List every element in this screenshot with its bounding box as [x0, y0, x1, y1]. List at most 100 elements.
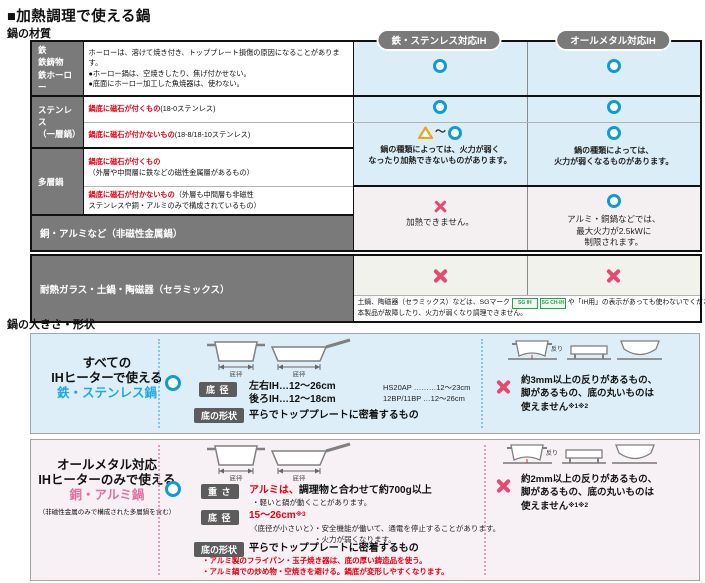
- panel2-diameter-spec: 15～26cm※3: [249, 510, 306, 521]
- row-desc-iron: ホーローは、溶けて焼き付き、トッププレート損傷の原因になることがあります。 ●ホ…: [83, 41, 354, 98]
- panel2-diameter-cond: 〈底径が小さいと〉: [250, 524, 318, 533]
- svg-text:反り: 反り: [551, 345, 563, 353]
- dotted-separator: [158, 339, 160, 428]
- triangle-to-circle-mark: ～: [418, 125, 462, 140]
- table-row: 鍋底に磁石が付かないもの（外層も中間層も非磁性 ステンレスや銅・アルミのみで構成…: [31, 186, 701, 252]
- caution-allmetal-note: 鍋の種類によっては、 火力が弱くなるものがあります。: [554, 145, 674, 166]
- panel2-shape-notes: ・アルミ製のフライパン・玉子焼き器は、底の厚い鋳造品を使う。 ・アルミ鍋での炒め…: [202, 556, 449, 576]
- cross-ng-icon: [605, 267, 622, 284]
- row-desc-multilayer-nonmagnetic: 鍋底に磁石が付かないもの（外層も中間層も非磁性 ステンレスや銅・アルミのみで構成…: [83, 186, 354, 217]
- column-header-iron-stainless-ih: 鉄・ステンレス対応IH: [378, 31, 500, 49]
- size-heading: 鍋の大きさ・形状: [7, 319, 95, 331]
- circle-ok-icon: [606, 194, 621, 209]
- svg-text:底径: 底径: [293, 474, 307, 482]
- panel1-diameter-models: HS20AP ………12～23cm 12BP/11BP …12～26cm: [383, 383, 471, 403]
- pot-icon: 底径: [207, 341, 265, 378]
- bottom-diameter-badge: 底 径: [201, 510, 239, 525]
- ceramic-footnote-line1: 土鍋、陶磁器（セラミックス）などは、SGマーク SG IH SG CH-IH や…: [358, 297, 705, 309]
- panel2-diameter-notes: ・安全機能が働いて、通電を停止することがあります。 ・火力が弱くなります。: [314, 524, 501, 544]
- panel1-shape-spec: 平らでトッププレートに密着するもの: [249, 410, 419, 421]
- panel2-shape-spec: 平らでトッププレートに密着するもの: [249, 543, 419, 554]
- dotted-separator: [484, 445, 486, 575]
- ceramic-footnote-line2: 本製品が故障したり、火力が弱くなり調理できません。: [357, 309, 527, 317]
- table-row: 鉄 鉄鋳物 鉄ホーロー ホーローは、溶けて焼き付き、トッププレート損傷の原因にな…: [31, 41, 701, 98]
- row-desc-stainless-magnetic: 鍋底に磁石が付くもの(18-0ステンレス): [83, 96, 354, 123]
- weight-badge: 重 さ: [201, 484, 239, 499]
- cell-ng-allmetal: アルミ・銅鍋などでは、 最大火力が2.5kWに 制限されます。: [527, 186, 701, 252]
- material-table: 鉄 鉄鋳物 鉄ホーロー ホーローは、溶けて焼き付き、トッププレート損傷の原因にな…: [30, 40, 702, 253]
- material-table-area: 鉄・ステンレス対応IH オールメタル対応IH 鉄 鉄鋳物 鉄ホーロー ホーローは…: [30, 31, 705, 324]
- cross-ng-icon: [495, 378, 512, 395]
- table-row: ステンレス （一層鍋） 鍋底に磁石が付くもの(18-0ステンレス): [31, 96, 701, 150]
- cross-ng-icon: [495, 477, 512, 494]
- table-row: 銅・アルミなど（非磁性金属鍋）: [31, 215, 701, 252]
- caution-ih-note: 鍋の種類によっては、火力が弱く なったり加熱できないものがあります。: [368, 145, 512, 166]
- cross-ng-icon: [432, 267, 449, 284]
- sg-mark-ih-icon: SG IH: [511, 297, 538, 309]
- ng-pots-icons: 反り: [503, 444, 657, 464]
- panel2-subnote: （非磁性金属のみで構成された多層鍋を含む）: [38, 509, 176, 516]
- table-row: 土鍋、陶磁器（セラミックス）などは、SGマーク SG IH SG CH-IH や…: [31, 295, 705, 323]
- panel1-accent-title: 鉄・ステンレス鍋: [56, 386, 157, 400]
- panel-copper-aluminum-pots: オールメタル対応 IHヒーターのみで使える 銅・アルミ鍋 （非磁性金属のみで構成…: [30, 439, 700, 581]
- panel2-title: オールメタル対応 IHヒーターのみで使える: [38, 458, 176, 487]
- circle-ok-icon: [165, 481, 181, 497]
- ng-allmetal-note: アルミ・銅鍋などでは、 最大火力が2.5kWに 制限されます。: [567, 214, 661, 248]
- column-header-allmetal-ih: オールメタル対応IH: [557, 31, 669, 49]
- panel2-weight-note: ・軽いと鍋が動くことがあります。: [252, 498, 372, 507]
- ng-pots-icons: 反り: [508, 340, 662, 360]
- row-label-multilayer: 多層鍋: [31, 148, 84, 217]
- row-desc-multilayer-magnetic: 鍋底に磁石が付くもの （外層や中間層に鉄などの磁性金属層があるもの）: [83, 148, 354, 187]
- circle-ok-icon: [606, 125, 621, 140]
- ceramic-table: 耐熱ガラス・土鍋・陶磁器（セラミックス） 土鍋、陶磁器（セラミックス）などは、S…: [30, 254, 705, 324]
- cell-stainless-magnetic-allmetal: [527, 96, 701, 123]
- cell-stainless-magnetic-ih: [353, 96, 528, 123]
- material-heading: 鍋の材質: [7, 28, 51, 40]
- panel-iron-stainless-pots: すべての IHヒーターで使える 鉄・ステンレス鍋 底径 底径 底 径 左右IH……: [30, 333, 700, 434]
- cell-iron-allmetal: [527, 41, 701, 98]
- circle-ok-icon: [606, 59, 621, 74]
- row-label-copper-aluminum: 銅・アルミなど（非磁性金属鍋）: [31, 215, 354, 252]
- triangle-caution-icon: [418, 126, 433, 140]
- page-title: ■加熱調理で使える鍋: [7, 9, 151, 25]
- cell-caution-ih: ～ 鍋の種類によっては、火力が弱く なったり加熱できないものがあります。: [353, 122, 528, 188]
- ng-ih-note: 加熱できません。: [406, 217, 474, 228]
- table-row: 多層鍋 鍋底に磁石が付くもの （外層や中間層に鉄などの磁性金属層があるもの）: [31, 148, 701, 217]
- circle-ok-icon: [433, 100, 447, 114]
- row-label-ceramic: 耐熱ガラス・土鍋・陶磁器（セラミックス）: [31, 255, 354, 323]
- row-label-iron: 鉄 鉄鋳物 鉄ホーロー: [31, 41, 84, 98]
- pot-icon: 底径: [207, 445, 265, 482]
- svg-text:底径: 底径: [230, 474, 244, 482]
- dotted-separator: [481, 339, 483, 428]
- dotted-separator: [158, 445, 160, 575]
- frying-pan-icon: 底径: [270, 442, 351, 482]
- panel2-accent-title: 銅・アルミ鍋: [69, 488, 145, 502]
- bottom-diameter-badge: 底 径: [199, 382, 237, 397]
- cell-caution-allmetal: 鍋の種類によっては、 火力が弱くなるものがあります。: [527, 122, 701, 188]
- frying-pan-icon: 底径: [270, 338, 351, 378]
- bottom-shape-badge: 底の形状: [194, 408, 245, 423]
- cell-ng-ih: 加熱できません。: [353, 186, 528, 252]
- cell-ceramic-ih: [353, 255, 528, 296]
- panel1-diameter-spec: 左右IH…12～26cm 後ろIH…12～18cm: [249, 381, 336, 405]
- ceramic-footnote: 土鍋、陶磁器（セラミックス）などは、SGマーク SG IH SG CH-IH や…: [353, 295, 705, 323]
- bottom-shape-badge: 底の形状: [194, 542, 245, 557]
- circle-ok-icon: [433, 59, 447, 74]
- row-label-stainless: ステンレス （一層鍋）: [31, 96, 84, 150]
- panel2-ng-text: 約2mm以上の反りがあるもの、 脚があるもの、底の丸いものは 使えません※1※2: [521, 474, 658, 512]
- cell-iron-ih: [353, 41, 528, 98]
- panel1-title: すべての IHヒーターで使える: [51, 356, 163, 385]
- svg-text:反り: 反り: [546, 449, 558, 457]
- circle-ok-icon: [448, 125, 462, 140]
- sg-mark-ch-ih-icon: SG CH-IH: [539, 297, 566, 309]
- table-row: 鍋底に磁石が付かないもの(18-8/18-10ステンレス) ～ 鍋の種類によって…: [31, 122, 701, 188]
- cell-ceramic-allmetal: [527, 255, 701, 296]
- circle-ok-icon: [165, 375, 181, 391]
- svg-text:底径: 底径: [293, 370, 307, 378]
- table-row: 耐熱ガラス・土鍋・陶磁器（セラミックス）: [31, 255, 701, 323]
- svg-text:底径: 底径: [230, 370, 244, 378]
- cross-ng-icon: [433, 200, 448, 215]
- row-desc-stainless-nonmagnetic: 鍋底に磁石が付かないもの(18-8/18-10ステンレス): [83, 122, 354, 150]
- panel1-ng-text: 約3mm以上の反りがあるもの、 脚があるもの、底の丸いものは 使えません※1※2: [521, 375, 658, 413]
- circle-ok-icon: [606, 100, 621, 114]
